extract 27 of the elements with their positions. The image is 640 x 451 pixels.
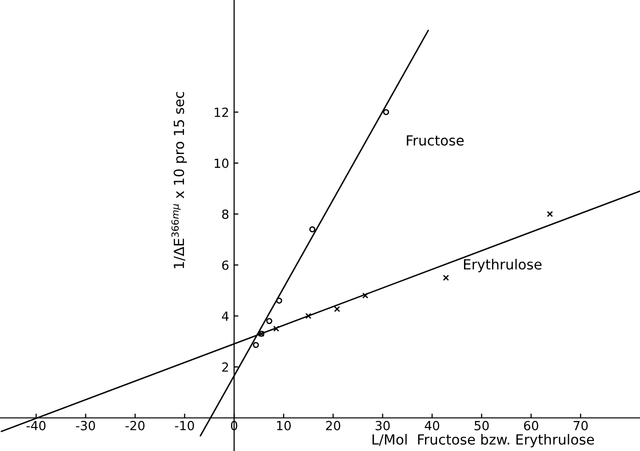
x-axis-title: L/Mol Fructose bzw. Erythrulose [372,434,594,448]
x-tick-label: 50 [474,420,489,430]
text: Fructose [406,135,464,146]
y-tick-label: 8 [222,210,228,219]
y-tick-label: 10 [214,158,228,168]
y-axis-title: 1/ΔE$^{366mμ}$ x 10 pro 15 sec [171,92,187,268]
x-tick-label: -30 [76,420,96,430]
point [305,312,312,319]
x-tick-label: 40 [424,420,440,430]
x-tick-label: 70 [574,420,588,430]
point [334,306,340,312]
x-tick-label: -10 [175,420,194,430]
point [442,274,449,281]
x-tick-label: 10 [277,420,291,430]
x-tick-label: 60 [524,420,538,430]
point [546,211,553,218]
y-tick-label: 6 [222,260,228,270]
series-label: Erythrulose [464,258,542,272]
x-tick-label: 20 [326,420,340,430]
y-tick-label: 2 [222,362,228,372]
point [273,326,280,332]
y-tick-label: 12 [214,108,228,117]
x-tick-label: 30 [376,420,390,430]
y-tick-label: 4 [222,312,229,321]
point [362,292,368,299]
x-tick-label: -40 [26,420,46,430]
x-tick-label: -20 [126,420,145,430]
